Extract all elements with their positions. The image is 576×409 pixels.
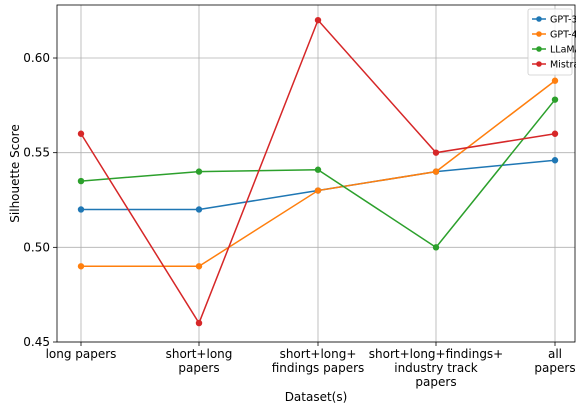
y-tick-label: 0.55 — [23, 146, 50, 160]
series-mistral — [77, 16, 559, 327]
x-tick-label: findings papers — [272, 361, 365, 375]
y-tick-label: 0.60 — [23, 51, 50, 65]
data-point-llama-2 — [314, 166, 322, 173]
y-tick-label: 0.50 — [23, 240, 50, 254]
x-tick-label: papers — [178, 361, 219, 375]
series-layer — [77, 16, 559, 327]
y-axis-label: Silhouette Score — [8, 124, 22, 222]
data-point-mistral — [77, 130, 85, 137]
x-tick-label: short+long+ — [280, 347, 357, 361]
x-tick-label: papers — [415, 375, 456, 389]
legend-label-gpt-3-5: GPT-3.5 — [550, 15, 576, 26]
x-axis-ticks: long papers short+longpapersshort+long+fi… — [46, 342, 576, 389]
data-point-gpt-4 — [314, 187, 322, 194]
legend-item-gpt-3-5: GPT-3.5 — [532, 15, 576, 26]
series-llama-2 — [77, 96, 559, 251]
legend-marker-llama-2 — [536, 46, 542, 52]
data-point-gpt-4 — [77, 263, 85, 270]
x-tick-label: papers — [534, 361, 575, 375]
plot-frame — [56, 4, 576, 343]
legend-label-mistral: Mistral — [550, 60, 576, 71]
legend-marker-mistral — [536, 61, 542, 67]
x-tick-label: short+long — [166, 347, 233, 361]
y-tick-label: 0.45 — [23, 335, 50, 349]
legend-item-llama-2: LLaMA 2 — [532, 45, 576, 56]
x-tick-label: short+long+findings+ — [369, 347, 504, 361]
data-point-llama-2 — [551, 96, 559, 103]
data-point-mistral — [551, 130, 559, 137]
data-point-gpt-4 — [551, 77, 559, 84]
legend-item-mistral: Mistral — [532, 60, 576, 71]
x-axis-label: Dataset(s) — [285, 390, 348, 404]
data-point-llama-2 — [432, 244, 440, 251]
legend-label-llama-2: LLaMA 2 — [550, 45, 576, 56]
legend-item-gpt-4: GPT-4 — [532, 30, 576, 41]
data-point-gpt-4 — [432, 168, 440, 175]
grid-lines — [57, 5, 575, 343]
data-point-gpt-3-5 — [77, 206, 85, 213]
data-point-mistral — [195, 319, 203, 327]
legend-label-gpt-4: GPT-4 — [550, 30, 576, 41]
legend: GPT-3.5 GPT-4 LLaMA 2 Mistral — [527, 8, 576, 76]
data-point-mistral — [432, 149, 440, 156]
data-point-mistral — [314, 16, 322, 24]
data-point-gpt-3-5 — [551, 157, 559, 164]
legend-marker-gpt-4 — [536, 31, 542, 37]
legend-marker-gpt-3-5 — [536, 16, 542, 22]
legend-box — [527, 8, 573, 76]
x-tick-label: industry track — [394, 361, 478, 375]
data-point-llama-2 — [77, 177, 85, 185]
data-point-gpt-4 — [195, 263, 203, 270]
series-gpt-4 — [77, 77, 559, 270]
x-tick-label: all — [548, 347, 562, 361]
data-point-llama-2 — [195, 168, 203, 175]
y-axis-ticks: 0.45 0.50 0.55 0.60 — [23, 51, 57, 349]
x-tick-label: long papers — [46, 347, 117, 361]
data-point-gpt-3-5 — [195, 206, 203, 213]
